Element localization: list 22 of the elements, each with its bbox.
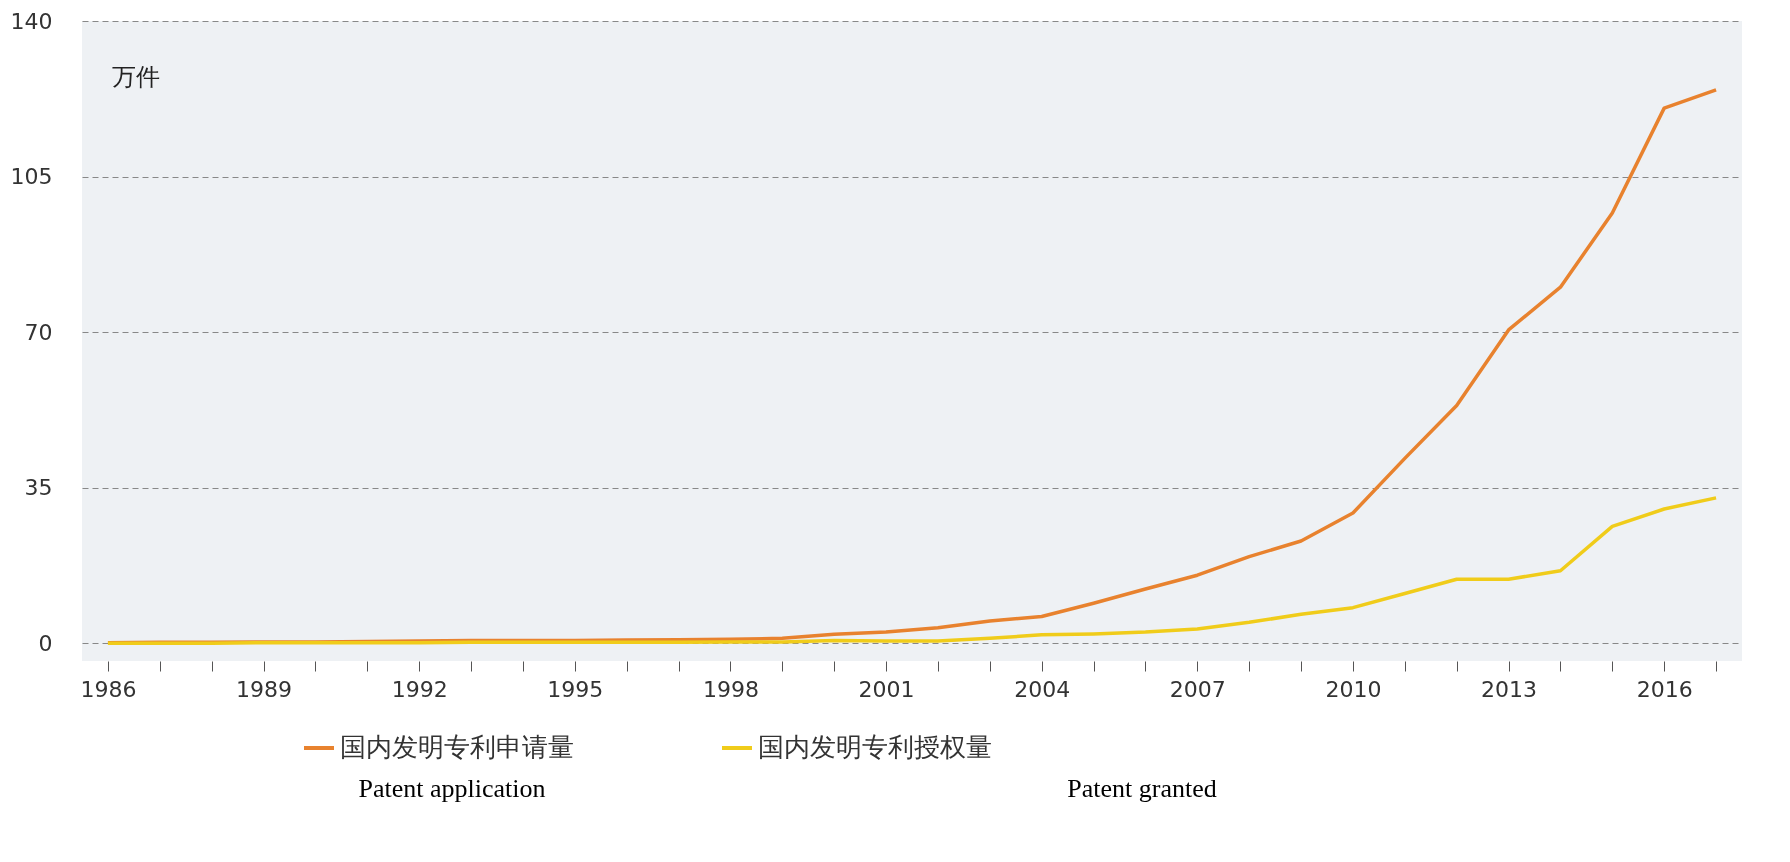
y-axis-title: 万件 <box>112 63 160 91</box>
text: Patent granted <box>1067 774 1217 803</box>
y-tick-label: 105 <box>10 164 53 190</box>
line-series <box>106 496 1718 645</box>
y-tick-label: 0 <box>38 630 53 656</box>
x-tick-label: 2016 <box>1636 676 1693 702</box>
y-tick-label: 35 <box>24 475 53 501</box>
text: Patent application <box>358 774 546 803</box>
x-tick-label: 2004 <box>1014 676 1071 702</box>
x-tick-label: 1995 <box>547 676 604 702</box>
y-tick-label: 140 <box>10 8 53 34</box>
x-tick-label: 2007 <box>1169 676 1226 702</box>
x-tick-label: 1986 <box>80 676 137 702</box>
legend-label: 国内发明专利申请量 <box>340 732 574 762</box>
x-tick-label: 1998 <box>702 676 759 702</box>
x-tick-label: 2001 <box>858 676 915 702</box>
x-tick-label: 2010 <box>1325 676 1382 702</box>
x-tick-label: 1992 <box>391 676 448 702</box>
x-tick-label: 2013 <box>1481 676 1538 702</box>
y-tick-label: 70 <box>24 319 53 345</box>
x-tick-label: 1989 <box>236 676 293 702</box>
legend-label: 国内发明专利授权量 <box>758 732 992 762</box>
